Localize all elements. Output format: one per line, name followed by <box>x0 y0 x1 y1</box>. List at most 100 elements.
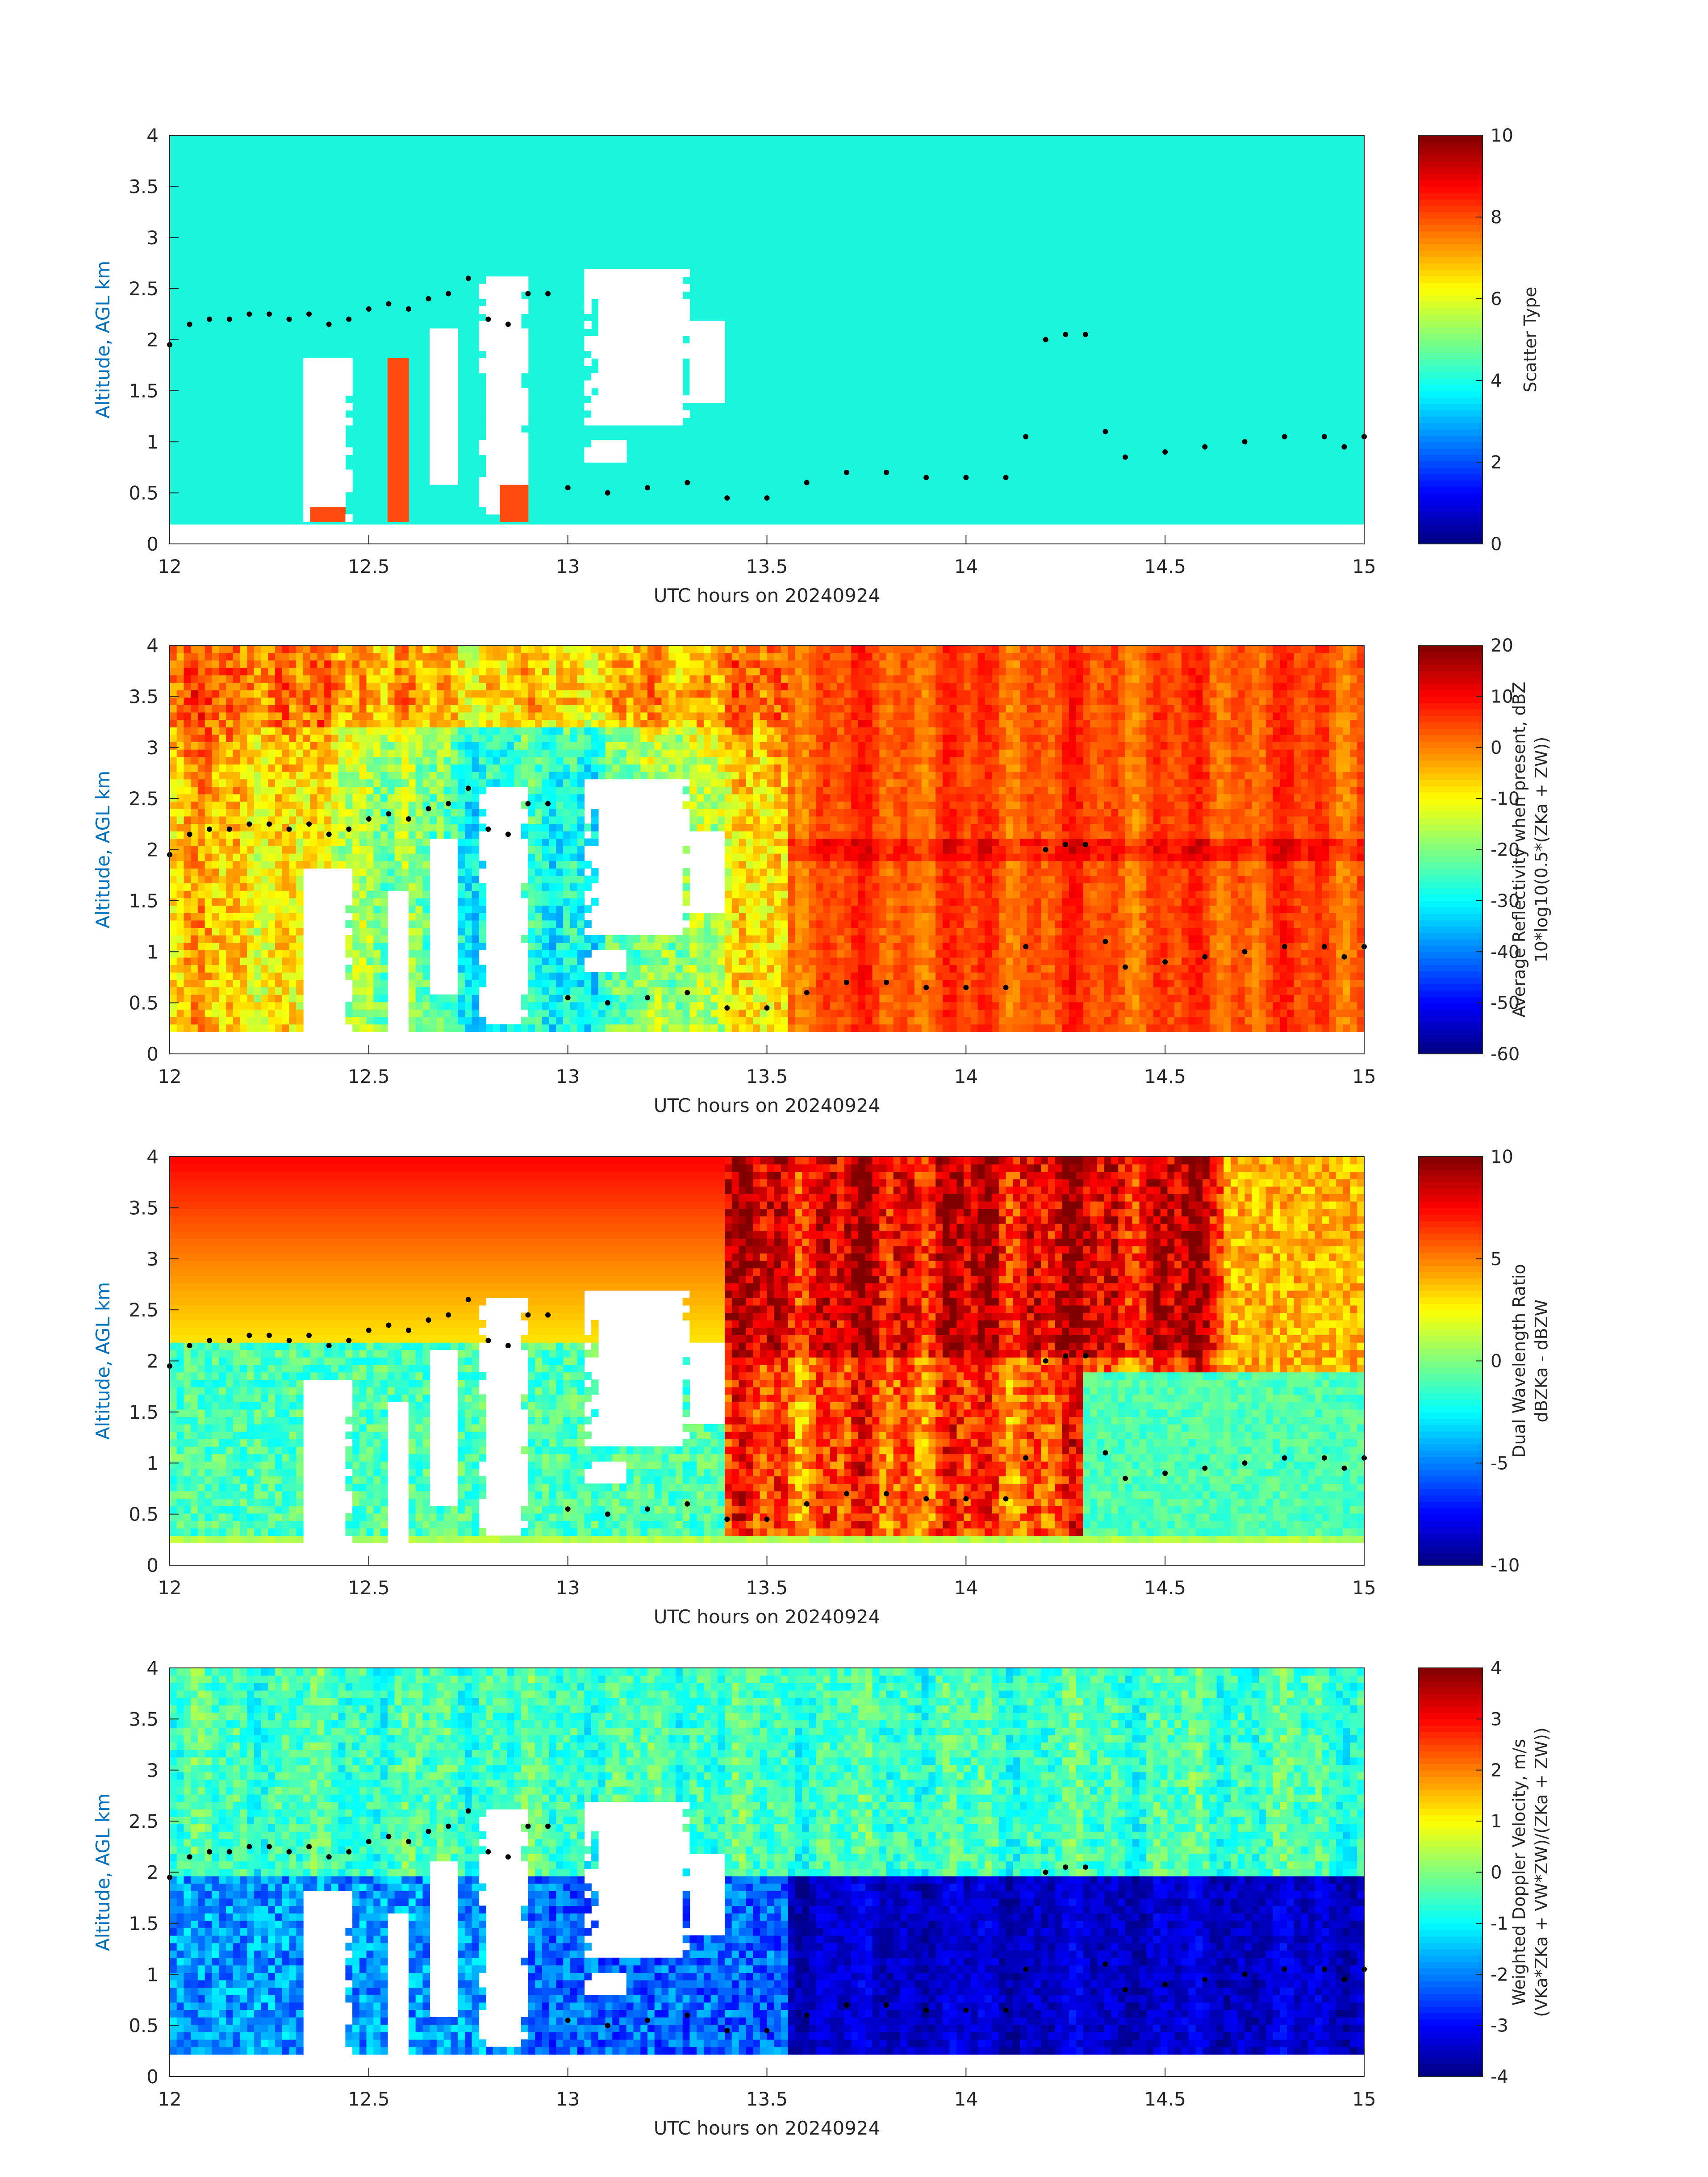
scatter-cell <box>324 418 332 426</box>
scatter-cell <box>310 455 318 463</box>
scatter-cell <box>310 514 318 522</box>
scatter-cell <box>324 499 332 507</box>
scatter-cell <box>324 425 332 433</box>
scatter-cell <box>317 455 325 463</box>
scatter-cell <box>310 440 318 448</box>
scatter-cell <box>331 425 339 433</box>
scatter-cell <box>317 440 325 448</box>
scatter-cell <box>331 440 339 448</box>
scatter-cell <box>317 514 325 522</box>
scatter-cell <box>331 432 339 440</box>
scatter-cell <box>331 477 339 485</box>
scatter-cell <box>324 469 332 477</box>
scatter-cell <box>310 447 318 455</box>
scatter-cell <box>310 395 318 403</box>
scatter-cell <box>303 455 311 463</box>
scatter-cell <box>324 506 332 515</box>
scatter-cell <box>317 358 325 366</box>
scatter-cell <box>331 388 339 396</box>
scatter-cell <box>331 365 339 374</box>
scatter-cell <box>338 477 346 485</box>
scatter-cell <box>317 380 325 389</box>
scatter-cell <box>317 418 325 426</box>
scatter-cell <box>338 418 346 426</box>
scatter-cell <box>303 447 311 455</box>
scatter-cell <box>331 462 339 470</box>
scatter-cell <box>310 425 318 433</box>
scatter-cell <box>303 410 311 418</box>
scatter-cell <box>303 469 311 477</box>
scatter-cell <box>303 388 311 396</box>
scatter-cell <box>338 440 346 448</box>
scatter-cell <box>310 418 318 426</box>
scatter-cell <box>338 388 346 396</box>
scatter-cell <box>303 380 311 389</box>
scatter-cell <box>324 402 332 411</box>
scatter-cell <box>317 477 325 485</box>
scatter-cell <box>324 455 332 463</box>
scatter-cell <box>303 395 311 403</box>
scatter-cell <box>331 402 339 411</box>
scatter-cell <box>317 484 325 493</box>
scatter-cell <box>324 492 332 500</box>
scatter-cell <box>324 365 332 374</box>
scatter-cell <box>338 499 346 507</box>
scatter-cell <box>303 418 311 426</box>
scatter-cell <box>310 499 318 507</box>
scatter-cell <box>310 373 318 381</box>
scatter-cell <box>338 506 346 515</box>
scatter-cells <box>303 269 725 522</box>
scatter-cell <box>317 402 325 411</box>
scatter-cell <box>310 484 318 493</box>
scatter-cell <box>331 395 339 403</box>
scatter-cell <box>303 492 311 500</box>
scatter-cell <box>324 432 332 440</box>
scatter-cell <box>310 380 318 389</box>
scatter-cell <box>331 418 339 426</box>
scatter-cell <box>331 358 339 366</box>
scatter-cell <box>303 484 311 493</box>
scatter-cell <box>303 462 311 470</box>
scatter-cell <box>303 425 311 433</box>
scatter-cell <box>317 447 325 455</box>
scatter-cell <box>331 514 339 522</box>
scatter-cell <box>317 506 325 515</box>
scatter-cell <box>317 365 325 374</box>
scatter-cell <box>310 492 318 500</box>
scatter-cell <box>310 477 318 485</box>
scatter-cell <box>310 388 318 396</box>
scatter-cell <box>331 492 339 500</box>
scatter-cell <box>324 514 332 522</box>
scatter-cell <box>331 469 339 477</box>
scatter-cell <box>317 469 325 477</box>
scatter-cell <box>324 373 332 381</box>
scatter-cell <box>324 484 332 493</box>
scatter-cell <box>338 380 346 389</box>
scatter-cell <box>310 358 318 366</box>
scatter-cell <box>310 469 318 477</box>
scatter-cell <box>303 365 311 374</box>
scatter-cell <box>303 358 311 366</box>
scatter-cell <box>338 425 346 433</box>
scatter-cell <box>331 506 339 515</box>
scatter-cell <box>338 484 346 493</box>
scatter-cell <box>338 469 346 477</box>
scatter-cell <box>331 447 339 455</box>
scatter-cell <box>310 462 318 470</box>
scatter-cell <box>303 506 311 515</box>
scatter-cell <box>338 447 346 455</box>
scatter-cell <box>338 432 346 440</box>
scatter-cell <box>338 402 346 411</box>
scatter-cell <box>317 410 325 418</box>
scatter-cell <box>303 402 311 411</box>
scatter-cell <box>303 514 311 522</box>
scatter-cell <box>338 455 346 463</box>
scatter-cell <box>303 499 311 507</box>
scatter-cell <box>324 358 332 366</box>
scatter-cell <box>338 514 346 522</box>
scatter-cell <box>324 380 332 389</box>
scatter-cell <box>317 492 325 500</box>
scatter-cell <box>310 506 318 515</box>
scatter-cell <box>324 388 332 396</box>
